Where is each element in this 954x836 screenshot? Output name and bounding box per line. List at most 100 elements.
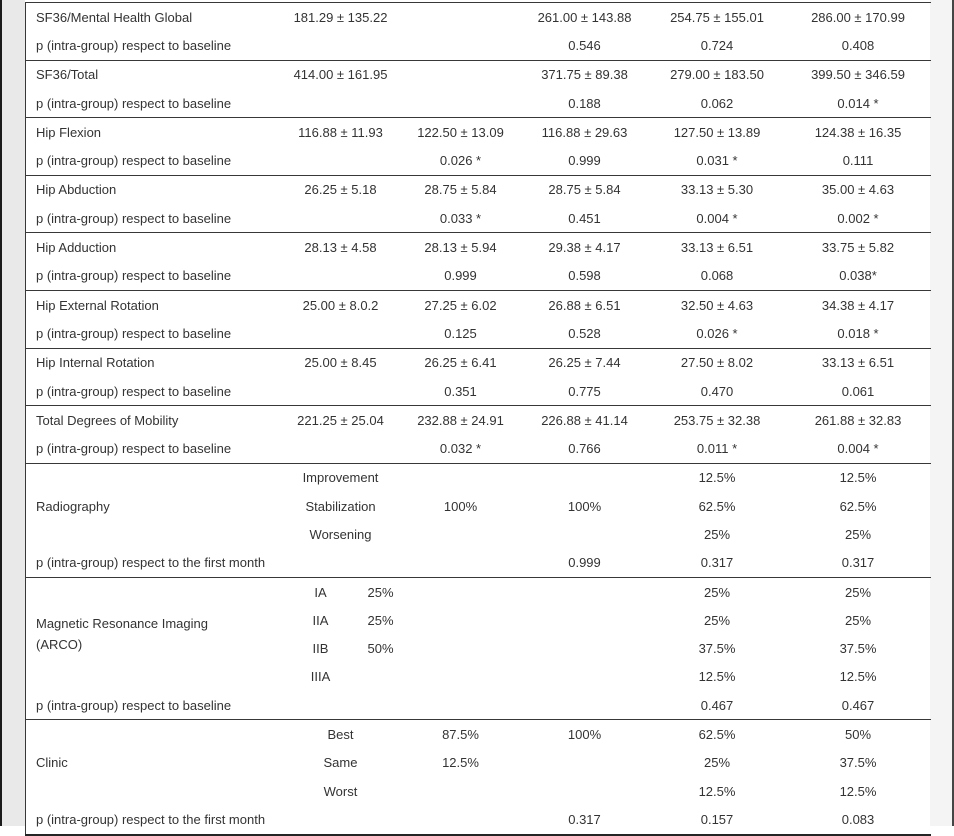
sub-label: Worst xyxy=(323,783,358,799)
sub-label: Improvement xyxy=(280,462,401,493)
metric-value: 124.38 ± 16.35 xyxy=(785,117,931,147)
metric-value: 35.00 ± 4.63 xyxy=(785,174,931,205)
metric-value: 26.25 ± 5.18 xyxy=(280,174,401,205)
metric-label: Total Degrees of Mobility xyxy=(25,405,281,435)
table-row: p (intra-group) respect to baseline 0.35… xyxy=(26,377,931,406)
metric-value: 33.75 ± 5.82 xyxy=(785,232,931,262)
metric-value: 87.5% xyxy=(400,719,521,749)
sub-value: 25% xyxy=(360,576,401,607)
p-value: 0.598 xyxy=(568,268,601,284)
metric-value xyxy=(520,576,649,607)
p-value: 0.038* xyxy=(839,268,877,284)
table-row: p (intra-group) respect to baseline 0.12… xyxy=(26,319,931,348)
metric-label: Radiography xyxy=(25,462,281,549)
metric-value: 62.5% xyxy=(648,719,786,749)
metric-value: 12.5% xyxy=(698,783,736,799)
metric-value: 34.38 ± 4.17 xyxy=(785,289,931,320)
p-value: 0.002 * xyxy=(837,210,879,226)
metric-value: 26.88 ± 6.51 xyxy=(520,289,649,320)
metric-value: 12.5% xyxy=(698,669,736,685)
metric-label-line1: Magnetic Resonance Imaging xyxy=(36,615,208,631)
table-row: Radiography Improvement 12.5% 12.5% xyxy=(25,462,931,549)
metric-value: 414.00 ± 161.95 xyxy=(280,59,401,89)
table-row: p (intra-group) respect to baseline 0.03… xyxy=(26,204,931,233)
metric-value: 26.25 ± 7.44 xyxy=(520,347,649,377)
sub-value xyxy=(361,663,401,691)
metric-value: 25% xyxy=(704,755,731,771)
p-value xyxy=(281,549,401,578)
p-value xyxy=(281,319,401,348)
p-value xyxy=(281,377,401,406)
table-row: IIB 50% 37.5% 37.5% xyxy=(26,635,931,663)
metric-value: 62.5% xyxy=(698,498,736,514)
metric-value: 122.50 ± 13.09 xyxy=(400,117,521,147)
p-value: 0.775 xyxy=(568,383,601,399)
p-value xyxy=(281,204,401,233)
table-row: p (intra-group) respect to baseline 0.02… xyxy=(26,146,931,175)
p-value: 0.125 xyxy=(444,325,477,341)
metric-label: SF36/Mental Health Global xyxy=(25,2,281,32)
p-value: 0.068 xyxy=(700,268,734,284)
table-row: Clinic Best 87.5% 100% 62.5% 50% xyxy=(25,719,931,806)
metric-label: Hip Flexion xyxy=(25,117,281,147)
p-value xyxy=(401,805,521,834)
p-value: 0.470 xyxy=(700,383,734,399)
metric-label-line2: (ARCO) xyxy=(36,636,83,652)
metric-value: 261.00 ± 143.88 xyxy=(520,2,649,32)
table-row: IIIA 12.5% 12.5% xyxy=(26,663,931,691)
table-row: Hip Adduction 28.13 ± 4.58 28.13 ± 5.94 … xyxy=(25,232,931,262)
metric-value xyxy=(400,2,521,32)
metric-value: 27.25 ± 6.02 xyxy=(400,289,521,320)
metric-value: 25% xyxy=(785,576,931,607)
metric-value xyxy=(521,663,649,691)
metric-value: 33.13 ± 6.51 xyxy=(648,232,786,262)
metric-value: 37.5% xyxy=(839,641,877,657)
metric-value: 25% xyxy=(704,526,731,542)
p-value xyxy=(281,434,401,463)
metric-value xyxy=(401,606,521,634)
table-row: p (intra-group) respect to baseline 0.46… xyxy=(26,691,931,720)
p-value: 0.083 xyxy=(841,811,875,827)
results-table: SF36/Mental Health Global 181.29 ± 135.2… xyxy=(25,2,931,836)
p-value: 0.111 xyxy=(842,153,874,169)
sub-label: IIA xyxy=(312,612,329,628)
p-value xyxy=(281,31,401,60)
table-row: Worsening 25% 25% xyxy=(26,520,931,548)
table-row: Total Degrees of Mobility 221.25 ± 25.04… xyxy=(25,405,931,435)
metric-label: SF36/Total xyxy=(25,59,281,89)
metric-value: 33.13 ± 5.30 xyxy=(648,174,786,205)
table-row: IIA 25% 25% 25% xyxy=(26,606,931,634)
p-value: 0.999 xyxy=(444,268,477,284)
p-value: 0.032 * xyxy=(439,441,482,457)
metric-value xyxy=(400,576,521,607)
p-label: p (intra-group) respect to baseline xyxy=(36,441,232,457)
p-value: 0.011 * xyxy=(696,441,738,457)
p-value: 0.528 xyxy=(568,325,601,341)
metric-value: 26.25 ± 6.41 xyxy=(400,347,521,377)
window-left-border xyxy=(0,0,2,826)
metric-value xyxy=(401,635,521,663)
metric-label: Hip Internal Rotation xyxy=(25,347,281,377)
p-label: p (intra-group) respect to baseline xyxy=(36,210,232,226)
metric-value: 261.88 ± 32.83 xyxy=(785,405,931,435)
p-value: 0.317 xyxy=(700,555,734,571)
sub-label: Stabilization xyxy=(305,498,376,514)
metric-value: 50% xyxy=(785,719,931,749)
metric-value: 28.75 ± 5.84 xyxy=(400,174,521,205)
metric-value: 181.29 ± 135.22 xyxy=(280,2,401,32)
p-value: 0.188 xyxy=(568,95,601,111)
metric-value: 12.5% xyxy=(442,755,479,771)
p-value xyxy=(281,146,401,175)
metric-value: 25% xyxy=(845,526,872,542)
p-value xyxy=(401,549,521,578)
metric-value: 25% xyxy=(648,576,786,607)
vertical-scrollbar[interactable] xyxy=(930,0,952,826)
p-label: p (intra-group) respect to baseline xyxy=(36,95,232,111)
p-value xyxy=(401,89,521,118)
table-row: SF36/Total 414.00 ± 161.95 371.75 ± 89.3… xyxy=(25,59,931,89)
sub-label: IIIA xyxy=(310,669,331,685)
metric-value: 37.5% xyxy=(839,755,877,771)
p-value: 0.999 xyxy=(568,555,601,571)
page-left-margin xyxy=(2,0,25,826)
p-label: p (intra-group) respect to baseline xyxy=(36,153,232,169)
